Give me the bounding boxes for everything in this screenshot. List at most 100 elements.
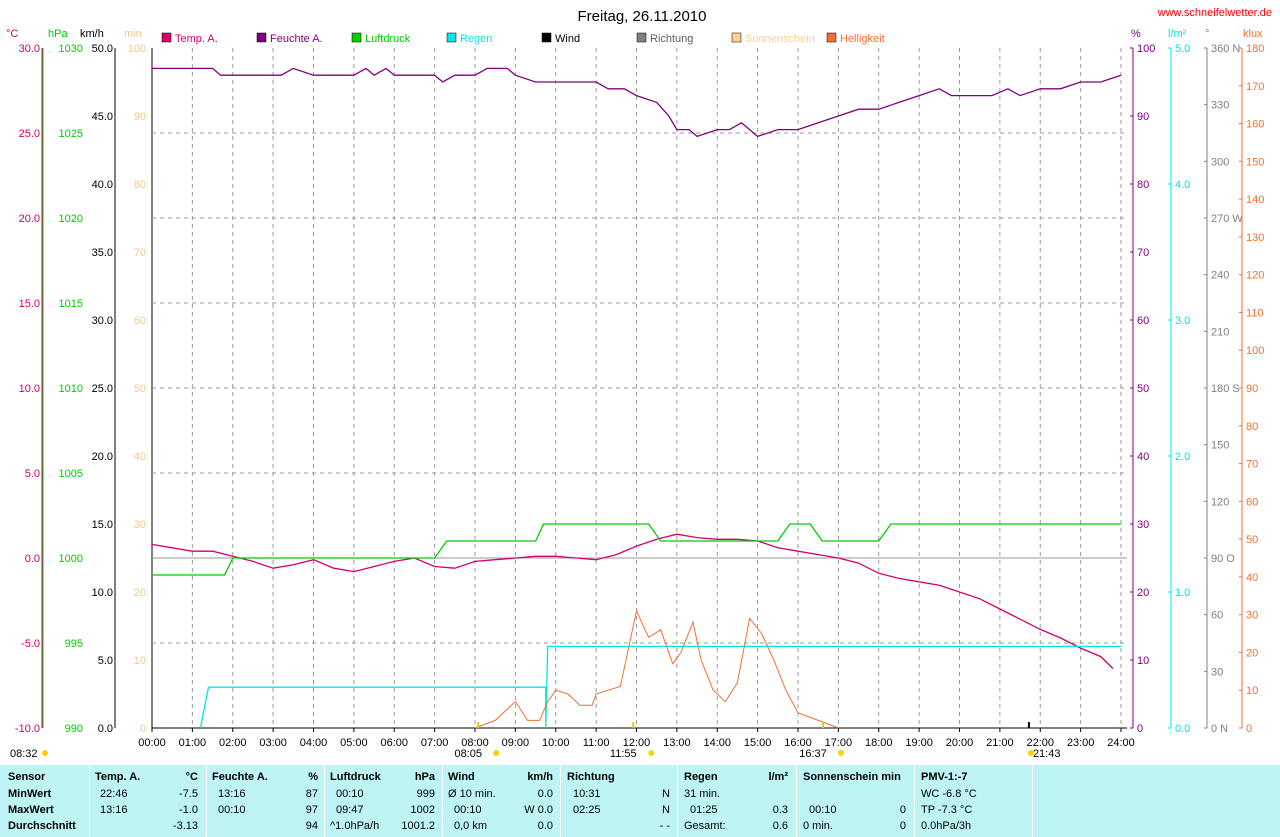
legend-swatch-0: [161, 32, 172, 43]
pressure-trend: ^1.0hPa/h: [330, 820, 380, 832]
chart-series: [151, 67, 1122, 729]
humidity-min-time: 13:16: [218, 788, 246, 800]
pressure-avg-value: 1001.2: [401, 820, 435, 832]
sun-total-label: 0 min.: [803, 820, 833, 832]
legend-swatch-1: [256, 32, 267, 43]
left-axis-tick: 30.0: [19, 43, 40, 55]
marker-label-1: 08:05: [454, 748, 482, 760]
direction-min-value: N: [662, 788, 670, 800]
humidity-unit: %: [308, 771, 318, 783]
left-axis-tick: 995: [65, 638, 83, 650]
sun-marker-icon: [648, 750, 655, 756]
right-axis-tick: 60: [1137, 315, 1149, 327]
left-axis-tick: 0.0: [25, 553, 40, 565]
series-line-temp-a-: [151, 533, 1114, 669]
right-axis-tick: 90 O: [1211, 553, 1235, 565]
right-axis-tick: 170: [1246, 81, 1264, 93]
sun-header: Sonnenschein min: [803, 771, 901, 783]
right-axis-tick: 140: [1246, 194, 1264, 206]
right-axis-unit-0: %: [1131, 28, 1141, 40]
row-label-max: MaxWert: [8, 804, 54, 816]
temp-max-time: 13:16: [100, 804, 128, 816]
x-tick-label: 22:00: [1026, 737, 1054, 749]
right-axis-tick: 150: [1246, 156, 1264, 168]
right-axis-tick: 300: [1211, 156, 1229, 168]
temp-min-time: 22:46: [100, 788, 128, 800]
right-axis-tick: 90: [1137, 111, 1149, 123]
left-axis-tick: 1000: [59, 553, 83, 565]
right-axis-tick: 120: [1211, 496, 1229, 508]
left-axis-unit-2: km/h: [80, 28, 104, 40]
right-axis-tick: 10: [1246, 685, 1258, 697]
pressure-min-value: 999: [416, 788, 435, 800]
right-axis-tick: 0 N: [1211, 723, 1228, 735]
legend-label-5: Richtung: [650, 33, 693, 45]
left-axis-tick: 5.0: [98, 655, 113, 667]
legend-label-2: Luftdruck: [365, 33, 411, 45]
right-axis-tick: 10: [1137, 655, 1149, 667]
right-axis-tick: 50: [1137, 383, 1149, 395]
right-axis-tick: 90: [1246, 383, 1258, 395]
marker-label-0: 08:32: [10, 748, 38, 760]
left-axis-tick: 90: [134, 111, 146, 123]
stats-panel: Sensor MinWert MaxWert Durchschnitt Temp…: [0, 765, 1280, 837]
x-tick-label: 00:00: [138, 737, 166, 749]
right-axis-tick: 100: [1246, 345, 1264, 357]
left-axis-tick: 20.0: [92, 451, 113, 463]
humidity-header: Feuchte A.: [212, 771, 268, 783]
humidity-avg-value: 94: [305, 820, 318, 832]
sun-marker-icon: [838, 750, 845, 756]
rain-unit: l/m²: [768, 771, 788, 783]
left-axis-tick: 10.0: [19, 383, 40, 395]
rain-total-label: Gesamt:: [684, 820, 726, 832]
x-tick-label: 09:00: [502, 737, 530, 749]
legend-swatch-4: [541, 32, 552, 43]
wind-avg-value: 0.0: [537, 820, 553, 832]
left-axis-unit-0: °C: [6, 28, 18, 40]
sun-marker-icon: [493, 750, 500, 756]
rain-max-value: 0.3: [772, 804, 788, 816]
rain-max-time: 01:25: [690, 804, 718, 816]
right-axis-tick: 330: [1211, 100, 1229, 112]
left-axis-tick: 25.0: [92, 383, 113, 395]
left-axis-tick: 80: [134, 179, 146, 191]
x-tick-label: 16:00: [784, 737, 812, 749]
legend-swatch-6: [731, 32, 742, 43]
right-axis-tick: 120: [1246, 270, 1264, 282]
row-label-min: MinWert: [8, 788, 52, 800]
x-tick-label: 14:00: [703, 737, 731, 749]
left-axis-tick: 1015: [59, 298, 83, 310]
left-axis-unit-3: min: [124, 28, 142, 40]
left-axis-tick: 1010: [59, 383, 83, 395]
left-axis-tick: 15.0: [19, 298, 40, 310]
x-tick-label: 18:00: [865, 737, 893, 749]
rain-header: Regen: [684, 771, 718, 783]
left-axis-tick: 70: [134, 247, 146, 259]
right-axis-unit-1: l/m²: [1168, 28, 1187, 40]
x-tick-label: 07:00: [421, 737, 449, 749]
left-axis-tick: 990: [65, 723, 83, 735]
chart-background: [0, 0, 1280, 765]
pressure-unit: hPa: [414, 771, 435, 783]
x-tick-label: 17:00: [825, 737, 853, 749]
left-axis-tick: 10.0: [92, 587, 113, 599]
series-line-luftdruck: [152, 523, 1121, 576]
left-axis-tick: 15.0: [92, 519, 113, 531]
left-axis-unit-1: hPa: [48, 28, 68, 40]
right-axis-tick: 160: [1246, 119, 1264, 131]
legend-label-4: Wind: [555, 33, 580, 45]
left-axis-tick: 25.0: [19, 128, 40, 140]
left-axis-tick: 1005: [59, 468, 83, 480]
sun-marker-icon: [42, 750, 48, 756]
right-axis-tick: 180: [1246, 43, 1264, 55]
right-axis-tick: 60: [1211, 610, 1223, 622]
right-axis-tick: 20: [1137, 587, 1149, 599]
right-axis-tick: 30: [1246, 610, 1258, 622]
x-axis-ticks: 00:00 01:00 02:00 03:00 04:00 05:00 06:00 07:00…: [138, 728, 1135, 749]
humidity-max-time: 00:10: [218, 804, 246, 816]
x-tick-label: 23:00: [1067, 737, 1095, 749]
left-axis-tick: 60: [134, 315, 146, 327]
left-axis-tick: 1020: [59, 213, 83, 225]
series-line-helligkeit: [474, 609, 839, 729]
right-axis-tick: 1.0: [1175, 587, 1190, 599]
